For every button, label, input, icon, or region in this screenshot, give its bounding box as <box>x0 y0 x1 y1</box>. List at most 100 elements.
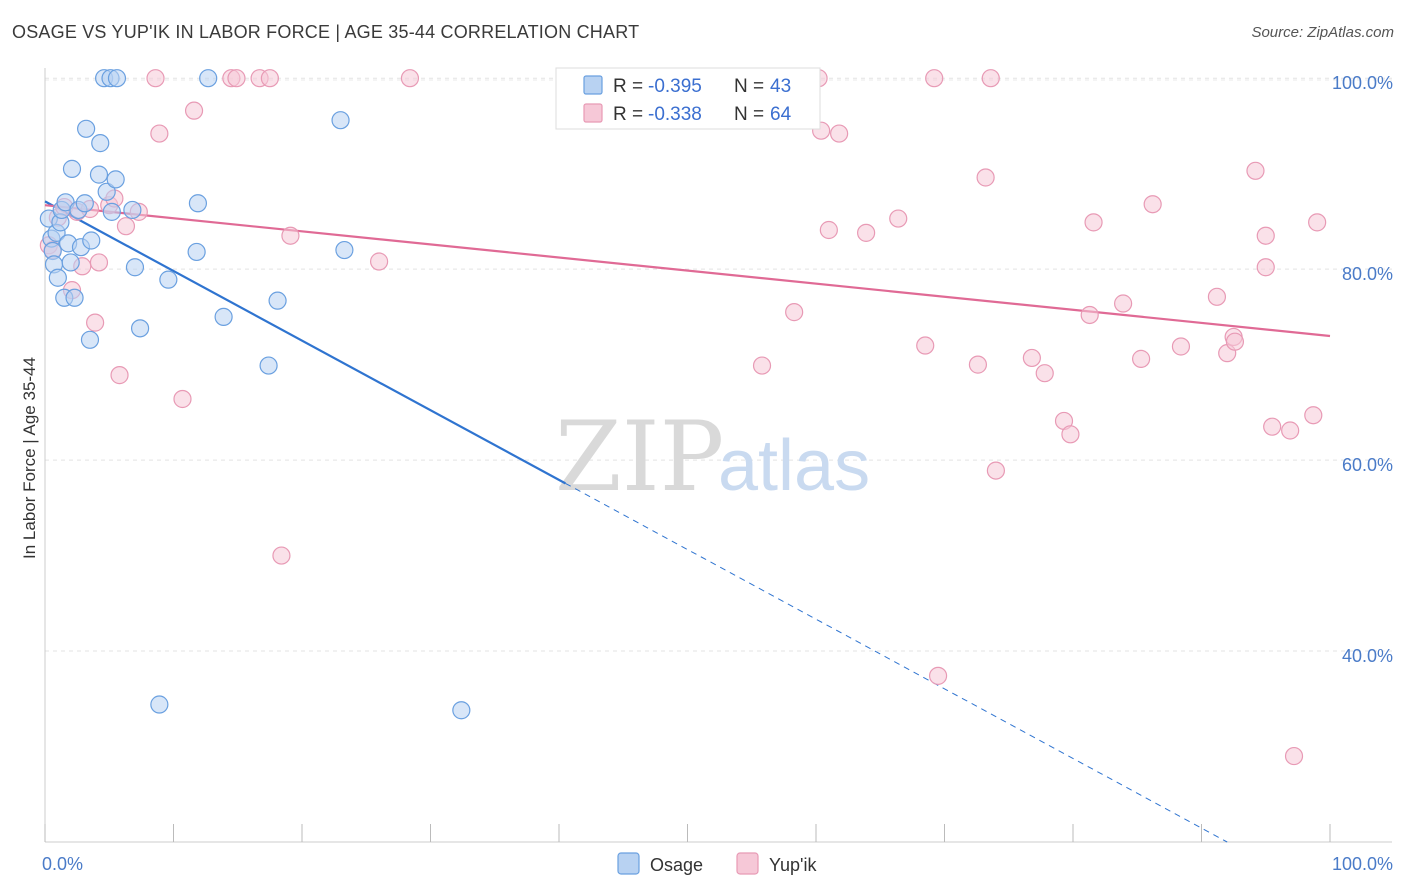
legend-osage-n-value: 43 <box>770 76 791 97</box>
legend-osage-r-value: -0.395 <box>648 76 702 97</box>
legend-yupik-r-value: -0.338 <box>648 104 702 125</box>
yupik-point-61 <box>1281 421 1300 440</box>
yupik-point-16 <box>150 124 169 143</box>
osage-point-38 <box>268 291 287 310</box>
osage-point-31 <box>150 695 169 714</box>
yupik-trend-line <box>44 204 1331 338</box>
legend-yupik-n-value: 64 <box>770 104 792 125</box>
yupik-point-57 <box>1246 161 1265 180</box>
yupik-point-40 <box>981 69 1000 88</box>
yupik-point-18 <box>184 101 204 120</box>
yupik-point-51 <box>1143 195 1162 214</box>
yupik-point-64 <box>1308 213 1327 232</box>
y-tick-label-60: 60.0% <box>1342 455 1393 475</box>
yupik-point-52 <box>1171 337 1191 356</box>
osage-point-41 <box>452 701 471 720</box>
yupik-point-23 <box>272 546 291 565</box>
osage-point-30 <box>130 319 150 338</box>
yupik-point-56 <box>1225 332 1245 351</box>
osage-point-5 <box>48 268 67 287</box>
yupik-point-26 <box>400 69 420 88</box>
watermark-atlas: atlas <box>718 426 870 506</box>
yupik-point-38 <box>925 69 944 88</box>
yupik-point-43 <box>1022 348 1041 368</box>
bottom-legend-yupik-swatch <box>736 852 759 875</box>
bottom-legend-yupik-label: Yup'ik <box>769 855 817 875</box>
y-tick-label-80: 80.0% <box>1342 264 1393 284</box>
yupik-point-33 <box>830 124 849 143</box>
osage-point-20 <box>89 165 109 184</box>
yupik-point-22 <box>260 69 279 88</box>
trend-lines <box>44 200 1331 843</box>
osage-point-21 <box>91 134 110 153</box>
yupik-point-12 <box>110 366 129 385</box>
legend-osage-swatch <box>583 75 603 95</box>
yupik-point-59 <box>1256 226 1275 245</box>
y-tick-label-100: 100.0% <box>1332 73 1393 93</box>
yupik-point-41 <box>976 168 995 187</box>
yupik-point-35 <box>889 209 908 228</box>
axes <box>44 68 1392 843</box>
chart-title: OSAGE VS YUP'IK IN LABOR FORCE | AGE 35-… <box>12 22 640 42</box>
osage-point-34 <box>188 194 208 213</box>
yupik-point-24 <box>281 226 300 245</box>
osage-point-35 <box>199 69 218 88</box>
legend-box: R = -0.395 N = 43 R = -0.338 N = 64 <box>555 67 821 130</box>
osage-point-39 <box>331 111 350 130</box>
osage-point-29 <box>125 258 145 277</box>
osage-point-12 <box>62 159 82 178</box>
yupik-point-9 <box>89 253 109 272</box>
x-tick-label-0: 0.0% <box>42 854 83 874</box>
yupik-point-63 <box>1304 406 1323 425</box>
y-axis-title: In Labor Force | Age 35-44 <box>20 357 39 559</box>
yupik-point-8 <box>86 313 105 332</box>
yupik-point-46 <box>1061 425 1080 444</box>
yupik-point-17 <box>173 389 192 409</box>
osage-point-27 <box>107 69 127 88</box>
osage-point-18 <box>80 330 100 349</box>
yupik-point-58 <box>1256 258 1275 277</box>
yupik-point-37 <box>928 666 948 685</box>
osage-point-19 <box>82 231 101 250</box>
osage-point-26 <box>106 170 125 189</box>
osage-point-11 <box>61 253 80 272</box>
legend-yupik-r-label: R = <box>613 104 643 125</box>
source-label: Source: ZipAtlas.com <box>1251 24 1394 41</box>
yupik-point-47 <box>1080 305 1099 325</box>
osage-point-17 <box>77 119 96 138</box>
x-tick-label-100: 100.0% <box>1332 854 1393 874</box>
yupik-point-62 <box>1284 746 1304 766</box>
yupik-point-48 <box>1084 213 1103 232</box>
osage-point-23 <box>97 182 116 201</box>
yupik-point-28 <box>752 356 772 375</box>
legend-osage-r-label: R = <box>613 76 643 97</box>
yupik-point-50 <box>1132 349 1151 368</box>
yupik-point-15 <box>146 69 165 88</box>
osage-point-28 <box>123 200 142 220</box>
yupik-point-29 <box>785 303 804 322</box>
watermark-zip: ZIP <box>555 401 724 513</box>
yupik-point-39 <box>968 355 988 374</box>
bottom-legend-osage-label: Osage <box>650 855 703 875</box>
y-tick-labels: 40.0% 60.0% 80.0% 100.0% <box>1332 73 1393 666</box>
osage-point-25 <box>102 202 121 221</box>
osage-point-36 <box>214 307 233 326</box>
osage-trend-line-extension <box>565 482 1228 843</box>
yupik-point-42 <box>986 461 1006 480</box>
yupik-point-60 <box>1263 417 1282 436</box>
data-points <box>39 69 1327 766</box>
watermark: ZIP atlas <box>555 401 870 513</box>
yupik-point-13 <box>116 217 136 236</box>
osage-point-40 <box>335 240 354 260</box>
yupik-point-34 <box>857 223 876 242</box>
yupik-point-49 <box>1114 294 1133 313</box>
osage-point-37 <box>259 356 278 375</box>
yupik-point-53 <box>1207 287 1227 306</box>
yupik-point-32 <box>819 220 838 240</box>
yupik-point-36 <box>916 336 935 355</box>
yupik-point-25 <box>370 252 389 271</box>
grid-lines <box>45 77 1392 652</box>
osage-point-33 <box>187 242 206 262</box>
yupik-point-44 <box>1035 364 1054 383</box>
